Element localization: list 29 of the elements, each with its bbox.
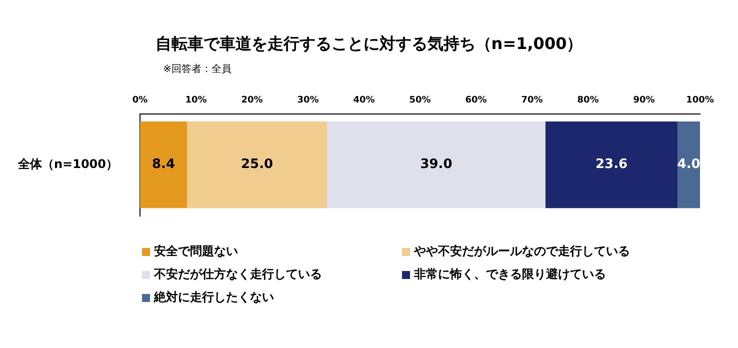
x-tick-label: 50% — [409, 96, 431, 106]
x-tick-label: 30% — [297, 96, 319, 106]
legend-label: 安全で問題ない — [154, 243, 238, 260]
data-label: 4.0 — [677, 157, 700, 172]
legend-label: 不安だが仕方なく走行している — [154, 266, 322, 283]
chart-subtitle: ※回答者：全員 — [163, 62, 232, 76]
legend-label: 絶対に走行したくない — [154, 289, 274, 306]
data-label: 25.0 — [241, 157, 274, 172]
x-tick-label: 10% — [185, 96, 207, 106]
bar — [187, 121, 328, 208]
x-tick-label: 60% — [465, 96, 487, 106]
bar — [327, 121, 546, 208]
data-label: 8.4 — [152, 157, 176, 172]
x-tick-label: 100% — [686, 96, 714, 106]
x-tick-label: 80% — [577, 96, 599, 106]
y-tick-label: 全体（n=1000） — [16, 156, 118, 171]
legend-label: 非常に怖く、できる限り避けている — [414, 266, 606, 283]
data-label: 23.6 — [595, 157, 628, 172]
x-tick-label: 20% — [241, 96, 263, 106]
x-tick-label: 0% — [132, 96, 148, 106]
legend-label: やや不安だがルールなので走行している — [414, 243, 630, 260]
bar — [545, 121, 678, 208]
data-label: 39.0 — [420, 157, 452, 172]
x-tick-label: 70% — [521, 96, 543, 106]
bar — [678, 121, 700, 208]
x-tick-label: 40% — [353, 96, 375, 106]
bar — [140, 121, 188, 208]
chart-title: 自転車で車道を走行することに対する気持ち（n=1,000） — [154, 34, 584, 55]
x-tick-label: 90% — [633, 96, 655, 106]
